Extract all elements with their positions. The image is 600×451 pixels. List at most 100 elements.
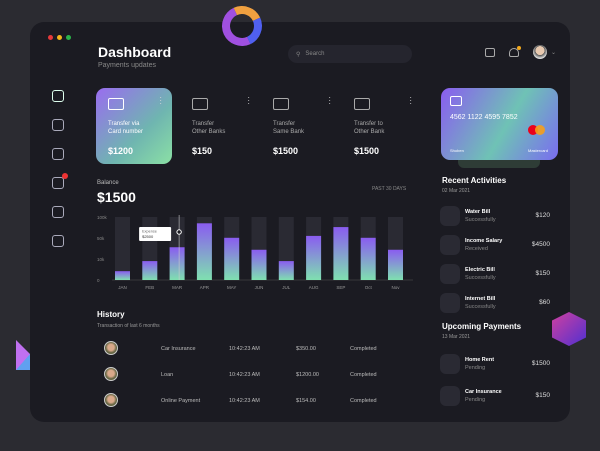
- activity-amount: $1500: [531, 360, 550, 367]
- card-number: 4562 1122 4595 7852: [450, 114, 518, 121]
- tooltip-label: Expense: [142, 230, 157, 234]
- table-row[interactable]: Loan 10:42:23 AM $1200.00 Completed: [104, 367, 384, 383]
- y-tick-label: 0: [97, 278, 100, 283]
- transaction-time: 10:42:23 AM: [229, 346, 260, 352]
- y-tick-label: 100k: [97, 215, 108, 220]
- messages-icon[interactable]: [52, 173, 68, 189]
- activity-amount: $150: [535, 270, 550, 277]
- activity-name: Water Bill: [465, 209, 491, 215]
- bar[interactable]: [278, 261, 294, 280]
- x-tick-label: FEB: [145, 285, 154, 290]
- history-title: History: [97, 310, 125, 319]
- home-icon[interactable]: [52, 90, 64, 102]
- transfer-card[interactable]: Transfer Other Banks $150 · · ·: [180, 88, 260, 164]
- balance-chart: 100k 50k 10k 0 JAN FEB MAR APR MAY JUN JUL AUG SEP Oc…: [97, 215, 413, 290]
- activity-item[interactable]: Water Bill Successfully $120: [440, 206, 558, 226]
- search-input[interactable]: ⚲ Search: [288, 45, 412, 63]
- more-options-icon[interactable]: · · ·: [247, 93, 250, 108]
- water-icon: [440, 206, 460, 226]
- transfer-card[interactable]: Transfer via Card number $1200 · · ·: [96, 88, 172, 164]
- activity-item[interactable]: Internet Bill Successfully $60: [440, 293, 558, 313]
- activity-amount: $120: [535, 212, 550, 219]
- bar[interactable]: [306, 235, 322, 280]
- transaction-name: Car Insurance: [161, 346, 196, 352]
- table-row[interactable]: Car Insurance 10:42:23 AM $350.00 Comple…: [104, 341, 384, 357]
- upcoming-payments-date: 13 Mar 2021: [442, 334, 471, 340]
- wallet-icon[interactable]: [485, 47, 495, 57]
- hover-point: [176, 229, 182, 235]
- bell-icon[interactable]: [509, 45, 521, 57]
- activity-name: Car Insurance: [465, 389, 502, 395]
- page-title: Dashboard: [98, 44, 172, 60]
- transaction-status: Completed: [350, 346, 377, 352]
- activity-status: Pending: [465, 365, 486, 371]
- tooltip-value: $2500: [142, 234, 154, 239]
- trophy-icon[interactable]: [52, 206, 64, 218]
- history-subtitle: Transaction of last 6 months: [97, 323, 160, 329]
- transfer-label: Card number: [108, 129, 144, 135]
- activity-status: Successfully: [465, 304, 496, 310]
- cone-decoration: [16, 340, 30, 370]
- clipboard-icon[interactable]: [52, 148, 64, 160]
- transfer-label: Transfer: [192, 121, 215, 127]
- gem-decoration: [552, 312, 586, 346]
- bar[interactable]: [251, 249, 267, 280]
- search-icon: ⚲: [296, 51, 301, 58]
- transaction-time: 10:42:23 AM: [229, 398, 260, 404]
- bar[interactable]: [142, 261, 158, 280]
- period-selector[interactable]: PAST 30 DAYS: [372, 186, 407, 192]
- avatar: [104, 393, 118, 407]
- activity-amount: $60: [539, 299, 550, 306]
- y-tick-label: 10k: [97, 257, 105, 262]
- bar[interactable]: [224, 237, 240, 280]
- bar[interactable]: [388, 249, 403, 280]
- activity-status: Successfully: [465, 217, 496, 223]
- transaction-time: 10:42:23 AM: [229, 372, 260, 378]
- transaction-amount: $154.00: [296, 398, 316, 404]
- activity-item[interactable]: Car Insurance Pending $150: [440, 386, 558, 406]
- bar[interactable]: [360, 237, 376, 280]
- avatar: [104, 367, 118, 381]
- balance-label: Balance: [97, 180, 119, 186]
- document-bank-icon: [354, 98, 370, 110]
- bar[interactable]: [196, 223, 212, 280]
- activity-item[interactable]: Electric Bill Successfully $150: [440, 264, 558, 284]
- avatar: [104, 341, 118, 355]
- activity-item[interactable]: Home Rent Pending $1500: [440, 354, 558, 374]
- activity-name: Electric Bill: [465, 267, 495, 273]
- transfer-card[interactable]: Transfer Same Bank $1500 · · ·: [261, 88, 341, 164]
- more-options-icon[interactable]: · · ·: [328, 93, 331, 108]
- bar[interactable]: [115, 271, 130, 280]
- table-row[interactable]: Online Payment 10:42:23 AM $154.00 Compl…: [104, 393, 384, 409]
- activity-amount: $4500: [531, 241, 550, 248]
- activity-status: Successfully: [465, 275, 496, 281]
- car-icon: [440, 386, 460, 406]
- bar[interactable]: [333, 227, 349, 280]
- transfer-card[interactable]: Transfer to Other Bank $1500 · · ·: [342, 88, 422, 164]
- monitor-icon[interactable]: [52, 119, 64, 131]
- bar[interactable]: [169, 247, 185, 280]
- x-tick-label: APR: [200, 285, 210, 290]
- sidebar: [52, 90, 68, 247]
- more-options-icon[interactable]: · · ·: [409, 93, 412, 108]
- maximize-dot[interactable]: [66, 35, 71, 40]
- x-tick-label: JUL: [282, 285, 290, 290]
- card-holder: Shoben: [450, 148, 464, 153]
- chevron-down-icon[interactable]: ⌄: [551, 49, 557, 56]
- credit-card[interactable]: 4562 1122 4595 7852 Shoben Mastercard: [441, 88, 558, 160]
- document-icon[interactable]: [52, 235, 64, 247]
- more-options-icon[interactable]: · · ·: [159, 93, 162, 108]
- transfer-amount: $150: [192, 146, 213, 156]
- notification-badge: [62, 173, 68, 179]
- avatar[interactable]: [533, 45, 547, 59]
- activity-item[interactable]: Income Salary Received $4500: [440, 235, 558, 255]
- close-dot[interactable]: [48, 35, 53, 40]
- bank-icon: [273, 98, 289, 110]
- activity-status: Received: [465, 246, 488, 252]
- credit-card-icon: [108, 98, 124, 110]
- transfer-amount: $1500: [273, 146, 299, 156]
- transfer-label: Transfer to: [354, 121, 383, 127]
- transfer-label: Same Bank: [273, 129, 305, 135]
- transfer-label: Other Bank: [354, 129, 385, 135]
- minimize-dot[interactable]: [57, 35, 62, 40]
